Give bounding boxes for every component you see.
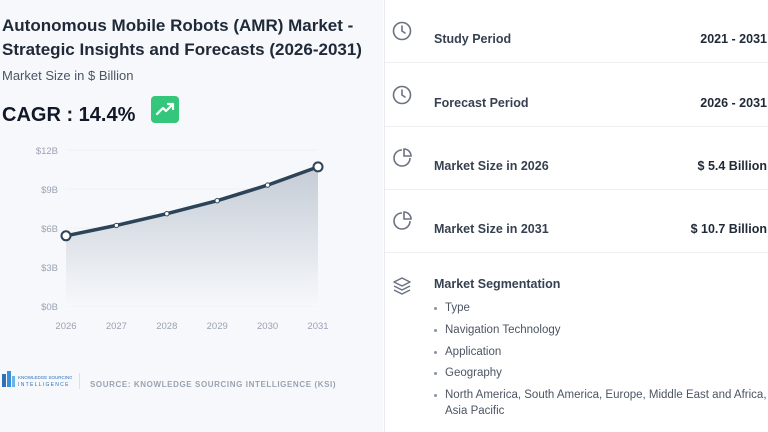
clock-icon (391, 84, 413, 111)
data-point (60, 230, 72, 242)
data-point (113, 222, 120, 229)
stat-value: 2021 - 2031 (700, 32, 767, 46)
pie-chart-icon (391, 210, 413, 237)
segment-item: Navigation Technology (433, 322, 768, 338)
y-tick-label: $12B (36, 146, 58, 157)
pie-chart-icon (391, 147, 413, 174)
segmentation-title: Market Segmentation (434, 277, 561, 291)
source-note: SOURCE: KNOWLEDGE SOURCING INTELLIGENCE … (90, 380, 337, 389)
x-tick-label: 2027 (106, 321, 127, 332)
chart-panel: Autonomous Mobile Robots (AMR) Market - … (0, 0, 383, 432)
data-point (164, 211, 170, 217)
data-point (264, 182, 271, 188)
x-tick-label: 2028 (156, 321, 177, 332)
chart-subtitle: Market Size in $ Billion (2, 68, 134, 83)
stat-label: Market Size in 2031 (434, 222, 549, 236)
market-size-chart: $0B $3B $6B $9B $12B 2026 2027 2028 2029 2030 2031 (36, 146, 329, 332)
stat-label: Market Size in 2026 (434, 159, 549, 173)
clock-icon (391, 20, 413, 47)
x-tick-label: 2026 (55, 321, 76, 332)
y-tick-label: $6B (41, 224, 58, 235)
stat-label: Study Period (434, 32, 512, 46)
page-title: Autonomous Mobile Robots (AMR) Market - … (2, 16, 362, 59)
area-fill (66, 166, 318, 306)
x-tick-label: 2031 (307, 321, 328, 332)
ksi-logo: KNOWLEDGE SOURCING INTELLIGENCE (2, 371, 73, 394)
series-line (65, 165, 319, 238)
y-tick-label: $9B (41, 185, 58, 196)
stat-row-forecast-period: Forecast Period 2026 - 2031 (385, 64, 768, 127)
data-point (312, 161, 324, 173)
segment-item: North America, South America, Europe, Mi… (433, 387, 768, 419)
stat-row-study-period: Study Period 2021 - 2031 (385, 0, 768, 63)
divider (79, 373, 80, 389)
x-tick-label: 2029 (207, 321, 228, 332)
x-tick-label: 2030 (257, 321, 278, 332)
segment-item: Geography (433, 365, 768, 381)
trending-up-icon (151, 96, 179, 123)
stat-value: $ 10.7 Billion (690, 222, 767, 236)
stat-row-market-size-2026: Market Size in 2026 $ 5.4 Billion (385, 127, 768, 190)
segment-item: Application (433, 344, 768, 360)
layers-icon (392, 276, 412, 301)
stat-row-market-size-2031: Market Size in 2031 $ 10.7 Billion (385, 190, 768, 253)
segment-item: Type (433, 300, 768, 316)
stat-label: Forecast Period (434, 96, 529, 110)
stat-value: $ 5.4 Billion (697, 159, 767, 173)
cagr-value: CAGR : 14.4% (2, 104, 136, 126)
stat-value: 2026 - 2031 (700, 96, 767, 110)
svg-text:KNOWLEDGE SOURCING: KNOWLEDGE SOURCING (18, 375, 72, 380)
data-point (214, 198, 220, 204)
stats-panel: Study Period 2021 - 2031 Forecast Period… (384, 0, 768, 432)
y-tick-label: $3B (41, 263, 58, 274)
y-tick-label: $0B (41, 302, 58, 313)
svg-text:INTELLIGENCE: INTELLIGENCE (18, 382, 70, 388)
